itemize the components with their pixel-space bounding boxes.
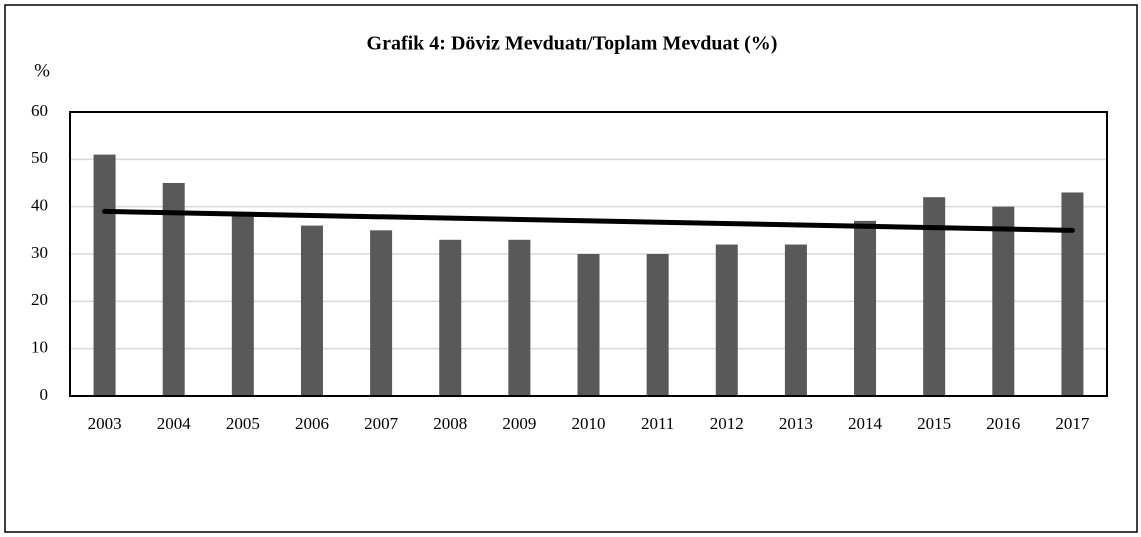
y-tick-label: 50 [31,148,48,167]
bar [231,216,254,396]
bar [854,220,877,396]
bar [439,239,462,396]
bar [784,244,807,396]
x-tick-label: 2007 [364,414,399,433]
bar [577,254,600,396]
x-tick-label: 2006 [295,414,329,433]
x-tick-label: 2016 [986,414,1020,433]
x-tick-label: 2004 [157,414,192,433]
y-tick-label: 30 [31,243,48,262]
x-tick-label: 2011 [641,414,674,433]
y-tick-label: 60 [31,101,48,120]
chart-frame [4,4,1138,533]
chart-title: Grafik 4: Döviz Mevduatı/Toplam Mevduat … [367,33,778,55]
x-tick-label: 2010 [572,414,606,433]
x-tick-label: 2015 [917,414,951,433]
x-tick-label: 2009 [502,414,536,433]
bar [715,244,738,396]
bar [370,230,393,396]
bar [508,239,531,396]
bar [923,197,946,396]
x-tick-label: 2017 [1055,414,1090,433]
x-tick-label: 2012 [710,414,744,433]
bar [162,183,185,396]
bar [300,225,323,396]
bar [93,154,116,396]
bar [992,206,1015,396]
x-tick-label: 2014 [848,414,883,433]
x-tick-label: 2003 [88,414,122,433]
y-tick-label: 0 [40,385,49,404]
y-tick-label: 20 [31,290,48,309]
y-tick-label: 10 [31,338,48,357]
bar [1061,192,1084,396]
y-tick-label: 40 [31,196,48,215]
x-tick-label: 2005 [226,414,260,433]
x-tick-label: 2008 [433,414,467,433]
y-axis-label: % [34,60,50,81]
x-tick-label: 2013 [779,414,813,433]
bar [646,254,669,396]
trend-line [102,208,1075,233]
plot-border [69,111,1108,397]
